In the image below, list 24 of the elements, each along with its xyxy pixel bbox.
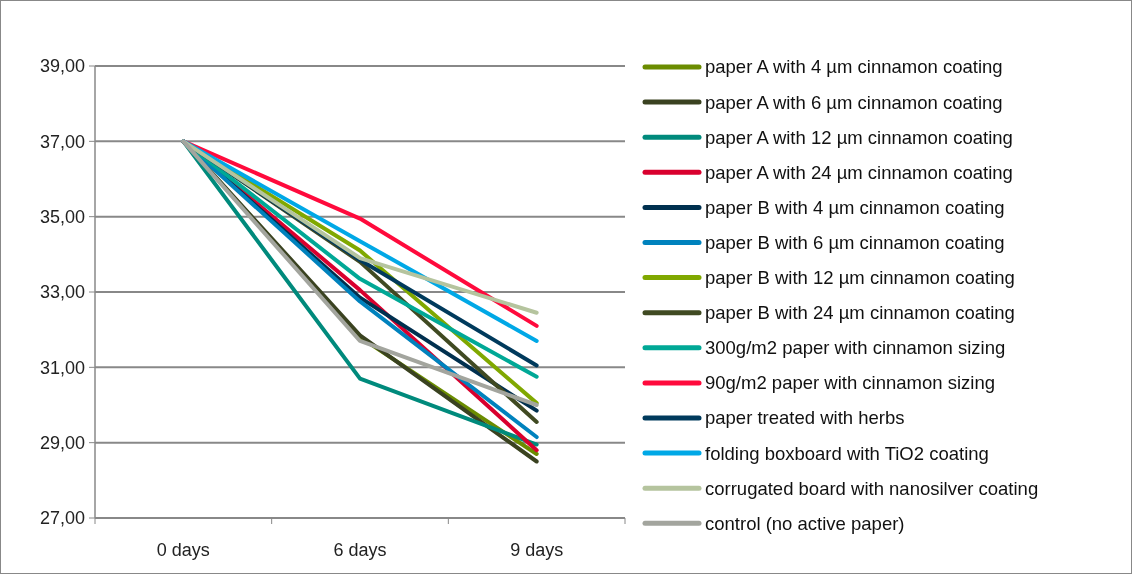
legend-label: paper A with 6 µm cinnamon coating [705, 91, 1003, 113]
legend-label: control (no active paper) [705, 512, 905, 534]
y-tick-label: 39,00 [39, 56, 85, 77]
legend-label: paper B with 6 µm cinnamon coating [705, 231, 1005, 253]
y-tick-label: 27,00 [39, 508, 85, 529]
y-tick-label: 31,00 [39, 357, 85, 378]
legend-label: corrugated board with nanosilver coating [705, 477, 1039, 499]
legend-label: folding boxboard with TiO2 coating [705, 442, 989, 464]
legend-label: paper A with 12 µm cinnamon coating [705, 126, 1013, 148]
legend-label: paper B with 24 µm cinnamon coating [705, 302, 1015, 324]
legend-label: paper B with 12 µm cinnamon coating [705, 267, 1015, 289]
y-tick-label: 35,00 [39, 206, 85, 227]
y-tick-label: 37,00 [39, 131, 85, 152]
legend-label: paper B with 4 µm cinnamon coating [705, 196, 1005, 218]
x-tick-label: 9 days [510, 540, 564, 560]
y-tick-label: 29,00 [39, 432, 85, 453]
legend-label: 90g/m2 paper with cinnamon sizing [705, 372, 995, 394]
legend-label: 300g/m2 paper with cinnamon sizing [705, 337, 1006, 359]
legend-label: paper A with 24 µm cinnamon coating [705, 161, 1013, 183]
y-tick-label: 33,00 [39, 282, 85, 303]
legend-label: paper A with 4 µm cinnamon coating [705, 56, 1003, 78]
legend-label: paper treated with herbs [705, 407, 905, 429]
x-tick-label: 0 days [156, 540, 210, 560]
x-tick-label: 6 days [333, 540, 387, 560]
